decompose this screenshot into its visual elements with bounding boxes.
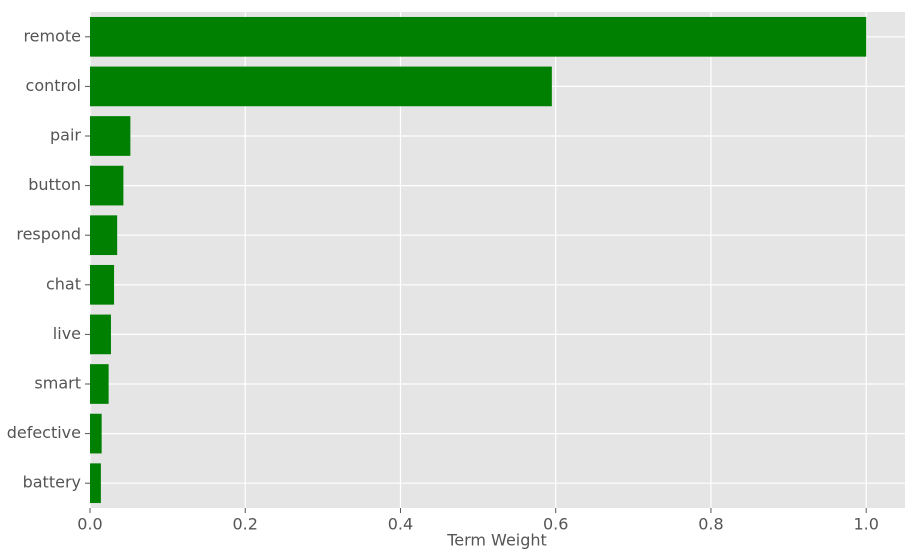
- y-tick-label: smart: [34, 374, 81, 393]
- bar: [90, 314, 111, 355]
- x-tick-label: 0.8: [698, 515, 723, 534]
- y-tick-label: control: [26, 76, 81, 95]
- y-tick-label: button: [28, 175, 81, 194]
- bar: [90, 215, 118, 256]
- bar: [90, 364, 109, 404]
- bar: [90, 463, 101, 504]
- y-tick-label: chat: [46, 274, 81, 293]
- x-tick-label: 0.6: [543, 515, 568, 534]
- x-tick-label: 0.4: [388, 515, 413, 534]
- y-tick-label: respond: [16, 225, 81, 244]
- bar: [90, 413, 102, 454]
- bar: [90, 165, 124, 206]
- y-tick-label: defective: [7, 423, 81, 442]
- y-tick-label: live: [53, 324, 81, 343]
- y-tick-label: remote: [23, 26, 81, 45]
- y-tick-label: pair: [50, 126, 81, 145]
- bar: [90, 66, 552, 107]
- x-axis-label: Term Weight: [446, 531, 547, 550]
- bar: [90, 16, 867, 57]
- bar: [90, 116, 131, 156]
- x-tick-label: 0.2: [233, 515, 258, 534]
- x-tick-label: 0.0: [77, 515, 102, 534]
- y-tick-label: battery: [23, 473, 81, 492]
- bar: [90, 264, 115, 305]
- x-tick-label: 1.0: [853, 515, 878, 534]
